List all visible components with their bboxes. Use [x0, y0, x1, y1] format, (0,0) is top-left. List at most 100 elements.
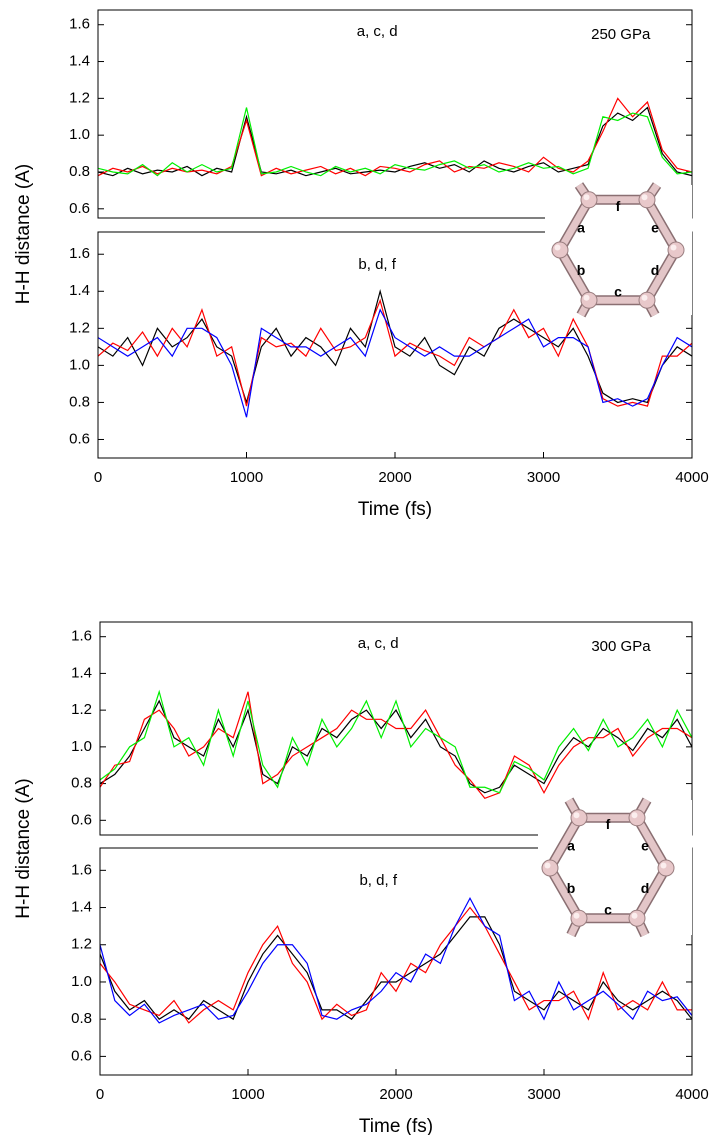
atom-highlight: [641, 194, 648, 201]
annotation: b, d, f: [359, 872, 397, 889]
y-tick-label: 0.6: [71, 1047, 92, 1064]
y-tick-label: 1.0: [69, 126, 90, 143]
bond: [556, 198, 593, 252]
atom: [570, 809, 588, 827]
y-axis-label: H-H distance (A): [13, 164, 34, 304]
y-tick-label: 1.2: [69, 319, 90, 336]
y-tick-label: 1.0: [69, 356, 90, 373]
y-tick-label: 1.2: [71, 936, 92, 953]
x-tick-label: 1000: [231, 1086, 264, 1103]
atom-highlight: [554, 244, 561, 251]
atom: [667, 241, 685, 259]
bond: [546, 816, 583, 870]
y-tick-label: 1.6: [71, 861, 92, 878]
series-line: [98, 298, 692, 407]
y-tick-label: 0.8: [69, 393, 90, 410]
annotation: a, c, d: [357, 23, 398, 40]
y-tick-label: 0.8: [71, 775, 92, 792]
x-tick-label: 0: [96, 1086, 104, 1103]
series-line: [100, 896, 692, 1024]
y-tick-label: 0.6: [71, 811, 92, 828]
x-tick-label: 3000: [527, 1086, 560, 1103]
y-axis-label: H-H distance (A): [13, 778, 34, 918]
y-tick-label: 1.4: [69, 282, 90, 299]
bond-label: c: [604, 901, 612, 917]
bond-label: e: [641, 837, 649, 853]
atom-highlight: [631, 912, 638, 919]
x-axis-label: Time (fs): [358, 499, 432, 520]
atom: [638, 291, 656, 309]
x-tick-label: 0: [94, 469, 102, 486]
y-tick-label: 1.6: [69, 245, 90, 262]
plot-frame: [97, 231, 693, 459]
atom-highlight: [544, 862, 551, 869]
annotation: b, d, f: [358, 256, 396, 273]
atom: [580, 291, 598, 309]
annotation: 300 GPa: [591, 638, 651, 655]
y-tick-label: 1.4: [71, 899, 92, 916]
bond: [556, 248, 593, 302]
series-line: [100, 699, 692, 794]
atom: [628, 809, 646, 827]
bond: [633, 816, 670, 870]
y-tick-label: 1.4: [71, 664, 92, 681]
series-line: [98, 288, 692, 405]
bond: [643, 198, 680, 252]
atom: [541, 859, 559, 877]
bond-label: c: [614, 283, 622, 299]
x-axis-label: Time (fs): [359, 1116, 433, 1135]
atom: [570, 909, 588, 927]
bond-label: a: [577, 219, 585, 235]
y-tick-label: 1.0: [71, 973, 92, 990]
y-tick-label: 1.2: [69, 89, 90, 106]
plot-lines: [100, 689, 692, 799]
y-tick-label: 1.6: [71, 628, 92, 645]
atom-highlight: [641, 294, 648, 301]
series-line: [100, 906, 692, 1024]
bond-label: d: [651, 262, 660, 278]
atom-highlight: [670, 244, 677, 251]
x-tick-label: 4000: [675, 1086, 708, 1103]
y-tick-label: 0.6: [69, 200, 90, 217]
series-line: [98, 308, 692, 418]
bond: [633, 866, 670, 920]
y-tick-label: 1.4: [69, 53, 90, 70]
annotation: 250 GPa: [591, 26, 651, 43]
x-tick-label: 4000: [675, 469, 708, 486]
atom: [628, 909, 646, 927]
series-line: [100, 691, 692, 799]
plot-frame: [99, 847, 693, 1076]
bond-label: b: [567, 880, 576, 896]
atom: [657, 859, 675, 877]
x-tick-label: 2000: [379, 1086, 412, 1103]
bond-label: f: [606, 816, 611, 832]
atom: [580, 191, 598, 209]
y-tick-label: 1.0: [71, 738, 92, 755]
atom-highlight: [573, 912, 580, 919]
y-tick-label: 0.6: [69, 430, 90, 447]
x-tick-label: 2000: [378, 469, 411, 486]
annotation: a, c, d: [358, 635, 399, 652]
y-tick-label: 0.8: [71, 1010, 92, 1027]
atom: [551, 241, 569, 259]
plot-lines: [98, 97, 692, 177]
atom-highlight: [660, 862, 667, 869]
bond: [643, 248, 680, 302]
x-tick-label: 1000: [230, 469, 263, 486]
atom-highlight: [573, 812, 580, 819]
y-tick-label: 1.6: [69, 16, 90, 33]
bond-label: d: [641, 880, 650, 896]
bond-label: f: [616, 198, 621, 214]
bond-label: b: [577, 262, 586, 278]
x-tick-label: 3000: [527, 469, 560, 486]
plot-lines: [100, 896, 692, 1024]
y-tick-label: 1.2: [71, 701, 92, 718]
bond: [546, 866, 583, 920]
atom-highlight: [583, 194, 590, 201]
bond-label: e: [651, 219, 659, 235]
atom: [638, 191, 656, 209]
plot-frame: [97, 9, 693, 219]
bond-label: a: [567, 837, 575, 853]
plot-frame: [99, 621, 693, 836]
